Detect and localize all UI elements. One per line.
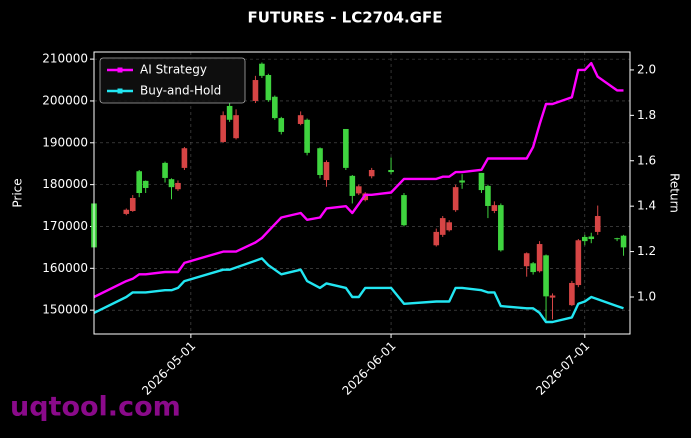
candle-body [181,148,188,168]
candle-body [523,253,530,267]
candle-body [317,148,323,176]
candle-body [162,162,168,178]
candle-body [136,171,143,193]
x-tick-label: 2026-07-01 [533,339,592,398]
candle-body [355,186,362,194]
chart-title: FUTURES - LC2704.GFE [248,9,443,27]
y-tick-label: 150000 [42,303,88,317]
candle-body [304,119,310,153]
y2-tick-label: 1.0 [637,289,656,303]
watermark: uqtool.com [10,392,181,423]
candle-body [123,209,130,214]
y-tick-label: 210000 [42,52,88,66]
legend-label: Buy-and-Hold [140,84,221,98]
candle-body [168,179,175,188]
candle-body [614,238,620,240]
candle-body [175,182,181,190]
candle-body [401,195,407,226]
x-tick-label: 2026-06-01 [339,339,398,398]
candle-body [594,216,601,232]
candle-body [343,128,349,168]
candle-body [278,118,285,132]
candle-body [142,180,149,188]
candle-body [439,218,446,235]
candle-body [588,236,595,240]
candle-body [575,240,582,286]
x-tick-label: 2026-05-01 [139,339,198,398]
candle-body [549,295,556,298]
candle-body [543,255,549,297]
candle-body [272,96,278,119]
y2-axis-label: Return [668,173,682,213]
legend: AI Strategy Buy-and-Hold [99,57,246,104]
y-tick-label: 200000 [42,93,88,107]
candle-body [265,75,272,101]
candle-body [388,169,394,173]
legend-label: AI Strategy [140,63,207,77]
candle-body [620,235,627,248]
y2-tick-label: 1.6 [637,153,656,167]
y2-tick-label: 1.4 [637,199,656,213]
plot-frame [93,51,631,335]
legend-marker [117,88,123,94]
candle-body [129,198,136,211]
candle-body [368,169,375,177]
return-line [93,257,624,324]
candle-body [536,244,543,272]
candle-body [226,105,233,120]
candle-body [233,115,239,139]
y2-tick-label: 1.2 [637,244,656,258]
candle-body [259,63,265,76]
candle-body [478,172,485,191]
candle-body [452,187,459,211]
candle-body [323,162,330,181]
candle-body [581,236,588,242]
candle-body [220,115,226,142]
candle-body [491,205,498,211]
candle-body [485,185,491,206]
candle-body [433,231,440,246]
candle-body [349,175,356,196]
y-tick-label: 190000 [42,135,88,149]
y-tick-label: 160000 [42,261,88,275]
candle-body [498,205,504,251]
y2-tick-label: 1.8 [637,108,656,122]
y-tick-label: 170000 [42,219,88,233]
y-tick-label: 180000 [42,177,88,191]
return-line [93,61,624,299]
candle-body [297,115,304,124]
legend-marker [117,67,123,73]
candle-body [446,222,452,231]
candle-body [569,282,575,306]
legend-box [99,57,246,104]
y2-tick-label: 2.0 [637,62,656,76]
y-axis-label: Price [11,178,25,207]
candle-body [530,263,536,273]
candle-body [252,80,259,101]
candle-body [459,180,465,183]
